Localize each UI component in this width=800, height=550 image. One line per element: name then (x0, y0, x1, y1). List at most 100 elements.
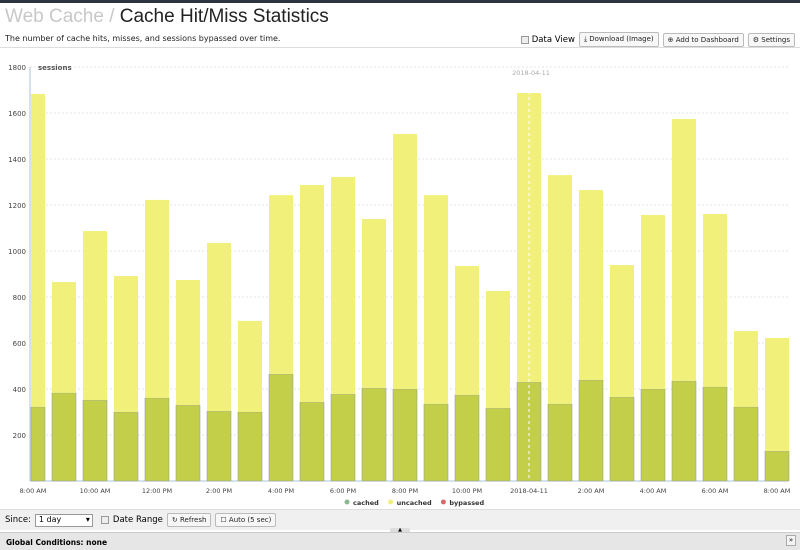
x-tick-label: 8:00 AM (20, 487, 47, 495)
x-tick-label: 8:00 PM (392, 487, 418, 495)
bar-cached (330, 393, 356, 482)
bar-cached (30, 406, 46, 482)
date-range-label: Date Range (112, 515, 163, 525)
bar-uncached (703, 213, 727, 387)
download-image-button[interactable]: ⤓ Download (Image) (578, 32, 659, 47)
y-tick-label: 1600 (8, 110, 26, 118)
bar-uncached (145, 199, 169, 398)
bar-cached (392, 388, 418, 482)
bar-cached (299, 401, 325, 482)
x-tick-label: 2:00 AM (578, 487, 605, 495)
bar-uncached (455, 265, 479, 395)
bar-uncached (610, 265, 634, 398)
bar-cached (51, 392, 77, 482)
y-tick-label: 200 (13, 432, 26, 440)
bar-cached (671, 380, 697, 482)
legend-label-uncached: uncached (397, 499, 432, 507)
y-tick-label: 1800 (8, 64, 26, 72)
page-title: Web Cache / Cache Hit/Miss Statistics (5, 6, 329, 28)
collapse-icon[interactable]: » (786, 535, 796, 546)
panel-resize-handle[interactable]: ▲ (390, 528, 410, 533)
bar-uncached (548, 175, 572, 404)
bar-uncached (52, 282, 76, 393)
bar-cached (578, 379, 604, 482)
bar-uncached (362, 219, 386, 389)
x-tick-label: 10:00 AM (80, 487, 111, 495)
legend-label-cached: cached (353, 499, 379, 507)
y-tick-label: 400 (13, 386, 26, 394)
legend-swatch-bypassed (440, 499, 446, 505)
bar-cached (175, 404, 201, 482)
bar-cached (206, 410, 232, 482)
bar-uncached (176, 279, 200, 406)
bar-cached (237, 411, 263, 482)
bar-cached (733, 406, 759, 482)
bar-cached (485, 407, 511, 482)
bar-cached (516, 381, 542, 482)
bar-uncached (207, 242, 231, 412)
bar-cached (268, 373, 294, 482)
x-tick-label: 2018-04-11 (510, 487, 548, 495)
settings-button[interactable]: ⚙ Settings (747, 32, 795, 47)
bar-uncached (393, 133, 417, 389)
toolbar: Data View ⤓ Download (Image) ⊕ Add to Da… (520, 32, 795, 47)
since-label: Since: (5, 515, 31, 525)
legend-swatch-cached (344, 499, 350, 505)
bar-uncached (641, 214, 665, 389)
y-axis-label: sessions (38, 64, 72, 72)
bar-uncached (765, 337, 789, 452)
bar-uncached (114, 276, 138, 412)
refresh-button[interactable]: ↻ Refresh (166, 513, 212, 527)
bar-uncached (300, 184, 324, 403)
bar-cached (764, 450, 790, 482)
title-text: Cache Hit/Miss Statistics (119, 6, 329, 27)
global-conditions-bar[interactable]: Global Conditions: none (0, 532, 800, 550)
bar-uncached (238, 320, 262, 412)
data-view-label: Data View (531, 34, 575, 45)
bar-cached (144, 397, 170, 482)
bar-cached (82, 399, 108, 482)
bar-uncached (331, 176, 355, 395)
legend-swatch-uncached (388, 499, 394, 505)
since-select[interactable]: 1 day (34, 513, 93, 527)
top-bar (0, 0, 800, 3)
x-tick-label: 12:00 PM (142, 487, 172, 495)
bar-cached (609, 396, 635, 482)
y-tick-label: 600 (13, 340, 26, 348)
bar-uncached (579, 190, 603, 381)
chart: 200 400 600 800 1000 1200 1400 1600 1800 sessions… (8, 64, 790, 507)
x-tick-label: 6:00 PM (330, 487, 356, 495)
data-view-checkbox[interactable] (520, 35, 529, 44)
data-view-toggle[interactable]: Data View (520, 34, 575, 45)
bar-cached (702, 386, 728, 482)
page-description: The number of cache hits, misses, and se… (5, 34, 281, 43)
bar-uncached (734, 331, 758, 407)
time-controls: Since: 1 day Date Range ↻ Refresh ☐ Auto… (0, 510, 800, 530)
add-to-dashboard-button[interactable]: ⊕ Add to Dashboard (662, 32, 744, 47)
x-tick-label: 10:00 PM (452, 487, 482, 495)
x-tick-label: 4:00 AM (640, 487, 667, 495)
bar-cached (423, 403, 449, 482)
marker-label: 2018-04-11 (512, 69, 550, 77)
bar-uncached (424, 195, 448, 404)
bar-uncached (31, 93, 45, 407)
x-tick-label: 2:00 PM (206, 487, 232, 495)
bar-uncached (672, 118, 696, 381)
date-range-checkbox[interactable] (100, 516, 109, 524)
bar-uncached (486, 291, 510, 409)
bar-cached (113, 411, 139, 482)
x-tick-label: 4:00 PM (268, 487, 294, 495)
y-tick-label: 1000 (8, 248, 26, 256)
bar-uncached (83, 230, 107, 401)
x-tick-label: 6:00 AM (702, 487, 729, 495)
bar-uncached (269, 195, 293, 375)
bar-cached (454, 394, 480, 482)
bar-cached (547, 403, 573, 482)
auto-refresh-button[interactable]: ☐ Auto (5 sec) (215, 513, 277, 527)
bar-cached (640, 388, 666, 482)
breadcrumb[interactable]: Web Cache / (5, 6, 115, 27)
legend-label-bypassed: bypassed (449, 499, 484, 507)
chart-container: 200 400 600 800 1000 1200 1400 1600 1800 sessions… (0, 47, 800, 510)
y-tick-label: 1200 (8, 202, 26, 210)
y-tick-label: 1400 (8, 156, 26, 164)
